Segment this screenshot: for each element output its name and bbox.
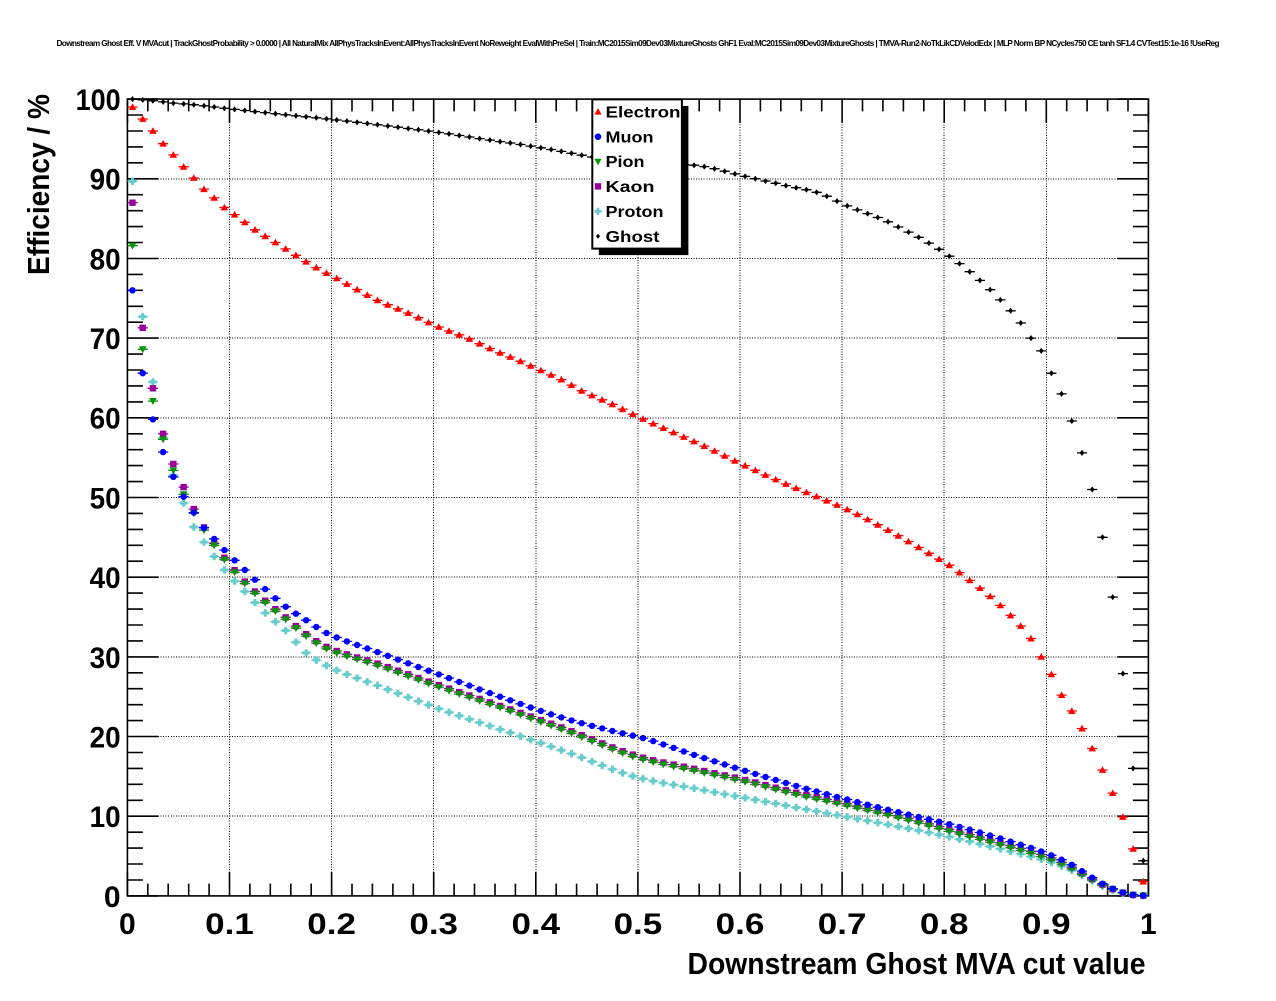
svg-text:100: 100 <box>76 84 121 117</box>
svg-text:50: 50 <box>90 482 121 515</box>
svg-text:80: 80 <box>90 243 121 276</box>
svg-text:90: 90 <box>90 164 121 197</box>
svg-text:Proton: Proton <box>606 204 664 221</box>
svg-text:0: 0 <box>104 881 121 914</box>
svg-text:0.5: 0.5 <box>614 908 663 941</box>
svg-text:0.6: 0.6 <box>716 908 765 941</box>
svg-text:40: 40 <box>90 562 121 595</box>
svg-text:0.2: 0.2 <box>307 908 356 941</box>
svg-text:Efficiency / %: Efficiency / % <box>21 94 56 275</box>
svg-text:30: 30 <box>90 642 121 675</box>
svg-text:70: 70 <box>90 323 121 356</box>
svg-text:60: 60 <box>90 403 121 436</box>
svg-text:20: 20 <box>90 721 121 754</box>
svg-text:Downstream Ghost Eff. V MVAcut: Downstream Ghost Eff. V MVAcut | TrackGh… <box>57 39 1220 48</box>
svg-text:Electron: Electron <box>606 104 681 121</box>
svg-text:10: 10 <box>90 801 121 834</box>
svg-text:Muon: Muon <box>606 129 654 146</box>
svg-text:Pion: Pion <box>606 154 645 171</box>
svg-text:0.1: 0.1 <box>205 908 254 941</box>
svg-text:Ghost: Ghost <box>606 229 661 246</box>
svg-text:0.8: 0.8 <box>920 908 969 941</box>
svg-text:0: 0 <box>119 908 136 941</box>
svg-text:0.3: 0.3 <box>409 908 458 941</box>
svg-text:Kaon: Kaon <box>606 179 655 196</box>
svg-text:0.7: 0.7 <box>818 908 867 941</box>
svg-text:0.9: 0.9 <box>1022 908 1071 941</box>
svg-text:1: 1 <box>1140 908 1157 941</box>
svg-text:0.4: 0.4 <box>512 908 561 941</box>
svg-text:Downstream Ghost MVA cut value: Downstream Ghost MVA cut value <box>688 946 1146 981</box>
